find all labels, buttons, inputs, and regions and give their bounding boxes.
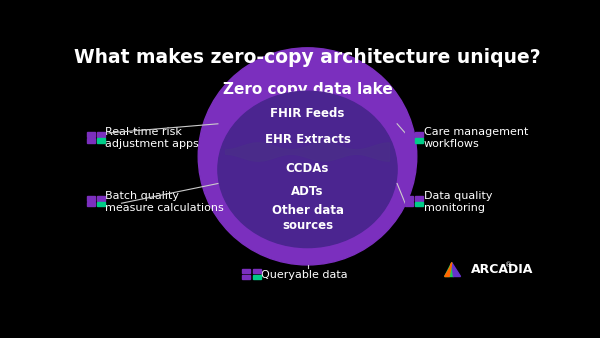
Text: EHR Extracts: EHR Extracts bbox=[265, 133, 350, 146]
Bar bbox=[405, 138, 413, 143]
Bar bbox=[97, 196, 105, 201]
Polygon shape bbox=[226, 143, 389, 161]
Bar bbox=[97, 132, 105, 137]
Bar bbox=[415, 196, 423, 201]
Polygon shape bbox=[445, 263, 454, 276]
Text: Other data
sources: Other data sources bbox=[271, 203, 343, 232]
Bar bbox=[415, 132, 423, 137]
Bar bbox=[97, 138, 105, 143]
Text: CCDAs: CCDAs bbox=[286, 162, 329, 175]
Text: ARCADIA: ARCADIA bbox=[471, 263, 533, 275]
Ellipse shape bbox=[218, 91, 397, 247]
Text: Queryable data: Queryable data bbox=[261, 270, 347, 280]
Text: FHIR Feeds: FHIR Feeds bbox=[271, 107, 344, 120]
Text: Batch quality
measure calculations: Batch quality measure calculations bbox=[105, 191, 224, 213]
Text: Zero copy data lake: Zero copy data lake bbox=[223, 82, 392, 97]
Bar bbox=[405, 196, 413, 201]
Bar bbox=[86, 202, 95, 206]
Bar bbox=[97, 202, 105, 206]
Bar bbox=[405, 132, 413, 137]
Text: Data quality
monitoring: Data quality monitoring bbox=[424, 191, 492, 213]
Bar bbox=[415, 202, 423, 206]
Polygon shape bbox=[445, 263, 452, 276]
Bar bbox=[253, 275, 260, 279]
Bar bbox=[242, 269, 250, 273]
Bar bbox=[86, 132, 95, 137]
Bar bbox=[405, 202, 413, 206]
Text: ADTs: ADTs bbox=[291, 185, 324, 198]
Text: What makes zero-copy architecture unique?: What makes zero-copy architecture unique… bbox=[74, 48, 541, 67]
Bar bbox=[253, 269, 260, 273]
Bar bbox=[415, 138, 423, 143]
Bar bbox=[242, 275, 250, 279]
Bar bbox=[86, 196, 95, 201]
Text: Care management
workflows: Care management workflows bbox=[424, 127, 528, 149]
Ellipse shape bbox=[198, 48, 417, 265]
Text: ®: ® bbox=[505, 262, 512, 268]
Polygon shape bbox=[452, 263, 461, 276]
Bar bbox=[86, 138, 95, 143]
Text: Real-time risk
adjustment apps: Real-time risk adjustment apps bbox=[105, 127, 199, 149]
